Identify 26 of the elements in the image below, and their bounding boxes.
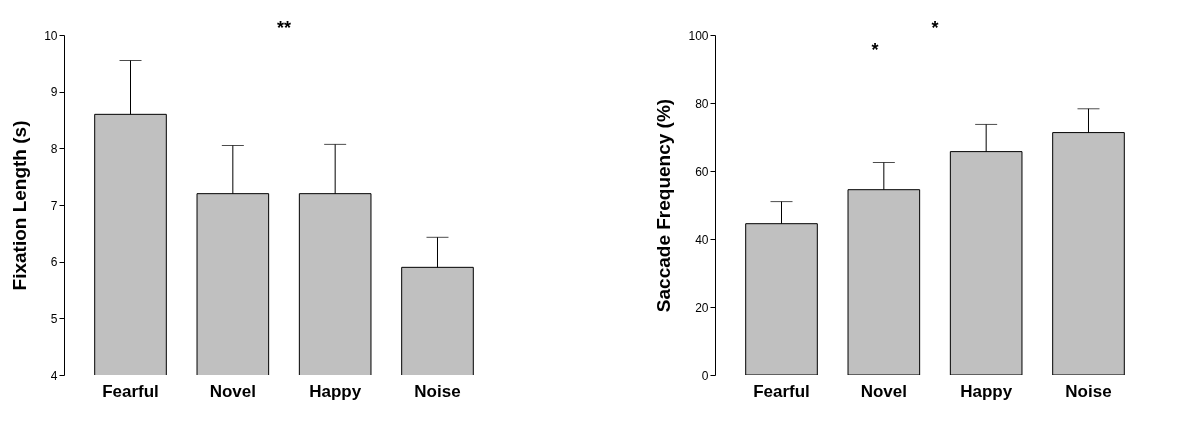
y-tick-label: 40 bbox=[695, 232, 709, 247]
y-tick-label: 60 bbox=[695, 164, 709, 179]
y-axis-title: Fixation Length (s) bbox=[9, 120, 31, 291]
y-axis-title: Saccade Frequency (%) bbox=[653, 98, 675, 313]
y-tick-label: 8 bbox=[50, 141, 58, 156]
y-tick-label: 7 bbox=[50, 198, 58, 213]
y-tick-label: 6 bbox=[50, 255, 58, 270]
annotation: ** bbox=[276, 18, 292, 38]
x-tick-label: Happy bbox=[960, 381, 1013, 401]
y-tick-label: 0 bbox=[701, 368, 709, 383]
x-tick-label: Happy bbox=[309, 381, 362, 401]
y-tick-label: 100 bbox=[688, 28, 709, 43]
y-tick-label: 20 bbox=[695, 300, 709, 315]
y-tick-label: 5 bbox=[50, 311, 58, 326]
y-tick-label: 80 bbox=[695, 96, 709, 111]
annotation: * bbox=[931, 18, 939, 38]
x-tick-label: Noise bbox=[414, 381, 461, 401]
annotation: * bbox=[871, 40, 879, 60]
x-tick-label: Novel bbox=[860, 381, 907, 401]
x-tick-label: Novel bbox=[209, 381, 256, 401]
y-tick-label: 10 bbox=[44, 28, 58, 43]
x-tick-label: Fearful bbox=[753, 381, 810, 401]
x-tick-label: Fearful bbox=[102, 381, 159, 401]
y-tick-label: 4 bbox=[50, 368, 58, 383]
x-tick-label: Noise bbox=[1065, 381, 1112, 401]
y-tick-label: 9 bbox=[50, 85, 58, 100]
